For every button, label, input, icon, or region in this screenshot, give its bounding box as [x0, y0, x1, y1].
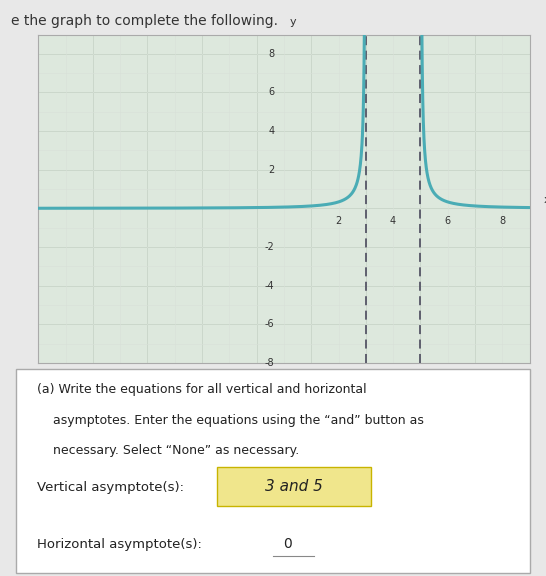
Text: Horizontal asymptote(s):: Horizontal asymptote(s): [37, 538, 202, 551]
Text: 0: 0 [283, 537, 292, 551]
Text: 4: 4 [268, 126, 275, 136]
Text: -2: -2 [265, 242, 275, 252]
Text: 6: 6 [444, 216, 451, 226]
Text: 2: 2 [335, 216, 342, 226]
FancyBboxPatch shape [16, 369, 530, 573]
Text: 6: 6 [268, 88, 275, 97]
Text: 8: 8 [499, 216, 506, 226]
FancyBboxPatch shape [217, 467, 371, 506]
Text: y: y [289, 17, 296, 27]
Text: e the graph to complete the following.: e the graph to complete the following. [11, 14, 278, 28]
Text: (a) Write the equations for all vertical and horizontal: (a) Write the equations for all vertical… [37, 383, 366, 396]
Text: -6: -6 [265, 319, 275, 329]
Text: 3 and 5: 3 and 5 [265, 479, 323, 494]
Text: Vertical asymptote(s):: Vertical asymptote(s): [37, 481, 184, 494]
Text: 4: 4 [390, 216, 396, 226]
Text: 8: 8 [268, 49, 275, 59]
Text: asymptotes. Enter the equations using the “and” button as: asymptotes. Enter the equations using th… [37, 414, 424, 427]
Text: necessary. Select “None” as necessary.: necessary. Select “None” as necessary. [37, 444, 299, 457]
Text: 2: 2 [268, 165, 275, 175]
Text: -4: -4 [265, 281, 275, 291]
Text: x: x [543, 195, 546, 206]
Text: -8: -8 [265, 358, 275, 368]
